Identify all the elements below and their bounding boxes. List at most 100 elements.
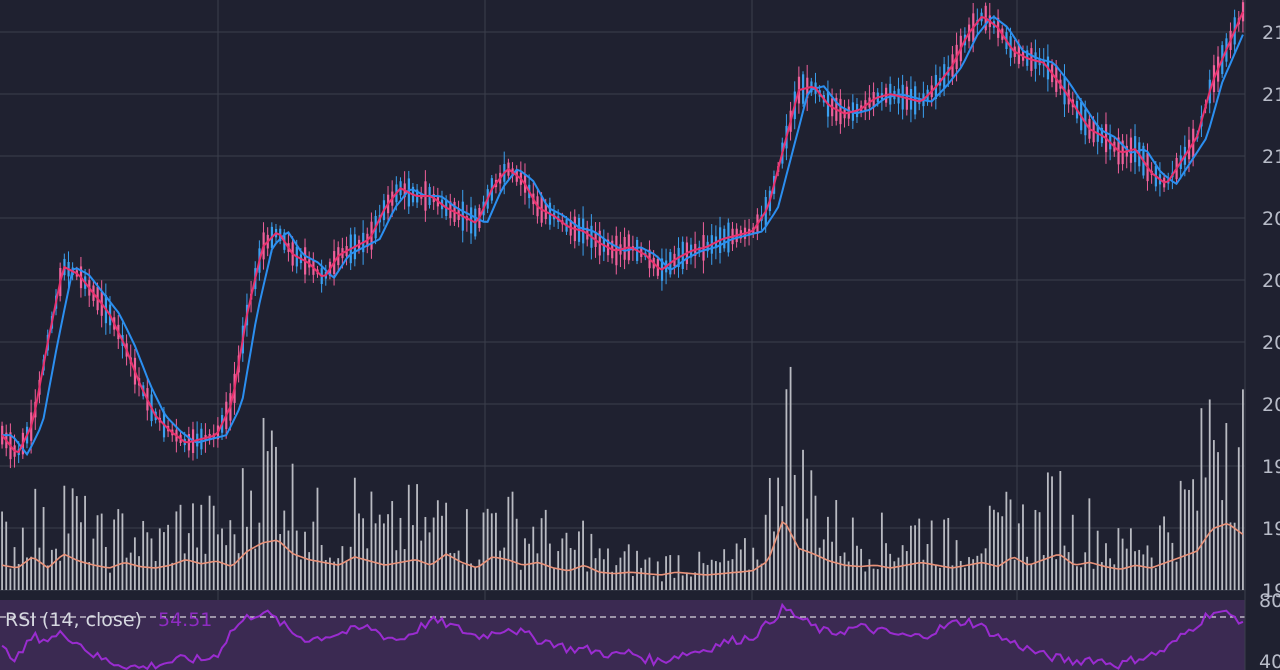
volume-bar: [1225, 423, 1228, 590]
volume-bar: [167, 524, 169, 590]
volume-bar: [1221, 500, 1224, 590]
volume-bar: [183, 553, 186, 590]
volume-bar: [744, 538, 746, 590]
volume-bar: [951, 565, 954, 590]
volume-bar: [926, 544, 929, 590]
volume-bar: [457, 550, 460, 590]
volume-bar: [661, 581, 663, 590]
volume-bar: [362, 518, 365, 590]
volume-bar: [972, 559, 975, 590]
volume-bar: [204, 553, 207, 590]
price-tick-label: 19: [1262, 518, 1280, 540]
volume-bar: [212, 505, 215, 590]
volume-bar: [569, 548, 572, 590]
volume-bar: [631, 576, 634, 590]
volume-bar: [395, 550, 398, 590]
volume-bar: [1192, 479, 1195, 590]
ma-fast-line: [1, 11, 1244, 454]
volume-bar: [768, 477, 771, 590]
volume-bar: [266, 451, 269, 590]
volume-bar: [685, 572, 688, 590]
volume-bar: [528, 543, 531, 590]
volume-bar: [893, 561, 896, 590]
volume-bar: [735, 543, 738, 590]
volume-bar: [872, 568, 875, 590]
volume-bar: [773, 531, 775, 590]
volume-bar: [187, 533, 190, 590]
volume-bar: [652, 576, 655, 590]
volume-bar: [818, 547, 821, 590]
volume-bar: [1071, 514, 1074, 590]
volume-bar: [229, 520, 232, 590]
volume-bar: [482, 512, 485, 590]
price-tick-label: 20: [1262, 208, 1280, 230]
volume-bar: [602, 559, 605, 590]
volume-bar: [665, 556, 667, 590]
volume-bar: [698, 551, 701, 590]
rsi-tick-label: 40: [1259, 651, 1280, 670]
volume-bar: [233, 534, 236, 590]
price-tick-label: 20: [1262, 270, 1280, 292]
volume-bar: [806, 518, 809, 590]
volume-bar: [1100, 562, 1103, 590]
volume-bar: [507, 496, 510, 590]
volume-bar: [445, 502, 448, 590]
volume-bar: [416, 484, 418, 590]
volume-bar: [1121, 538, 1124, 590]
volume-bar: [333, 561, 335, 590]
volume-bar: [38, 547, 41, 590]
volume-bar: [511, 491, 514, 590]
volume-bar: [353, 477, 356, 590]
volume-bar: [490, 513, 493, 590]
volume-bar: [988, 505, 991, 590]
volume-bar: [113, 519, 116, 590]
volume-bar: [312, 521, 315, 590]
volume-bar: [723, 549, 726, 590]
volume-bar: [1237, 447, 1240, 590]
volume-bar: [470, 563, 472, 590]
volume-bar: [399, 517, 402, 590]
volume-bar: [827, 516, 829, 590]
volume-bar: [449, 552, 452, 590]
volume-bar: [590, 533, 593, 590]
volume-bar: [1159, 525, 1161, 590]
volume-bar: [1005, 491, 1008, 590]
volume-bar: [374, 523, 377, 590]
volume-bar: [246, 526, 248, 590]
volume-bar: [316, 487, 319, 590]
volume-bar: [241, 468, 244, 590]
volume-bar: [984, 548, 987, 590]
volume-bar: [499, 550, 501, 590]
volume-bar: [179, 504, 182, 590]
volume-bar: [200, 504, 203, 590]
volume-bar: [1063, 545, 1066, 590]
volume-bar: [756, 559, 759, 590]
volume-bar: [578, 531, 580, 590]
volume-bar: [860, 548, 863, 590]
volume-bar: [1055, 559, 1058, 590]
volume-bar: [748, 569, 750, 590]
volume-bar: [55, 548, 57, 590]
volume-bar: [345, 561, 348, 590]
volume-bar: [461, 564, 464, 590]
volume-bar: [175, 511, 178, 590]
volume-bar: [150, 538, 153, 590]
volume-bar: [84, 495, 86, 590]
volume-bar: [1154, 568, 1157, 590]
volume-bar: [1217, 452, 1219, 590]
volume-bar: [963, 567, 966, 590]
volume-bar: [831, 541, 833, 590]
volume-bar: [225, 545, 228, 590]
volume-bar: [714, 561, 717, 590]
candle-body: [1241, 2, 1245, 22]
volume-bar: [1051, 476, 1053, 590]
rsi-title: RSI (14, close): [5, 609, 142, 631]
volume-bar: [1129, 528, 1132, 590]
volume-bar: [544, 509, 547, 590]
volume-bar: [1038, 512, 1041, 590]
volume-bar: [897, 557, 900, 590]
volume-bar: [121, 513, 124, 590]
volume-bar: [478, 559, 481, 590]
volume-bar: [752, 547, 755, 590]
